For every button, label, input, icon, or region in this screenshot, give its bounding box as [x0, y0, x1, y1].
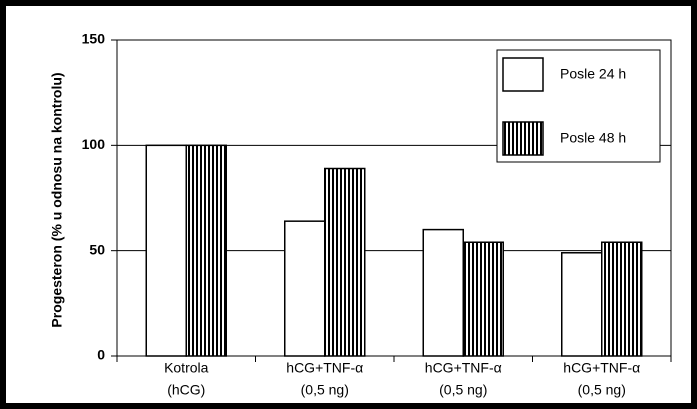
bar [324, 167, 366, 357]
x-tick-label: (0,5 ng) [439, 382, 487, 398]
x-tick-label: hCG+TNF-α [286, 360, 363, 376]
bar [284, 220, 326, 357]
y-tick-label: 50 [89, 241, 105, 257]
y-axis-title: Progesteron (% u odnosu na kontrolu) [49, 72, 65, 327]
bar [185, 144, 227, 357]
x-tick-label: Kotrola [164, 360, 209, 376]
x-tick-label: (0,5 ng) [578, 382, 626, 398]
bar [561, 252, 603, 357]
y-tick-label: 100 [82, 136, 106, 152]
bar [422, 228, 464, 357]
x-tick-label: hCG+TNF-α [425, 360, 502, 376]
x-tick-label: (0,5 ng) [301, 382, 349, 398]
legend-swatch [502, 121, 544, 156]
bar [145, 144, 187, 357]
legend-label: Posle 24 h [560, 66, 626, 82]
legend-swatch [502, 57, 544, 92]
y-tick-label: 0 [97, 347, 105, 363]
x-tick-label: (hCG) [167, 382, 205, 398]
bar [462, 241, 504, 357]
x-tick-label: hCG+TNF-α [563, 360, 640, 376]
legend-label: Posle 48 h [560, 130, 626, 146]
y-tick-label: 150 [82, 31, 106, 47]
bar [601, 241, 643, 357]
